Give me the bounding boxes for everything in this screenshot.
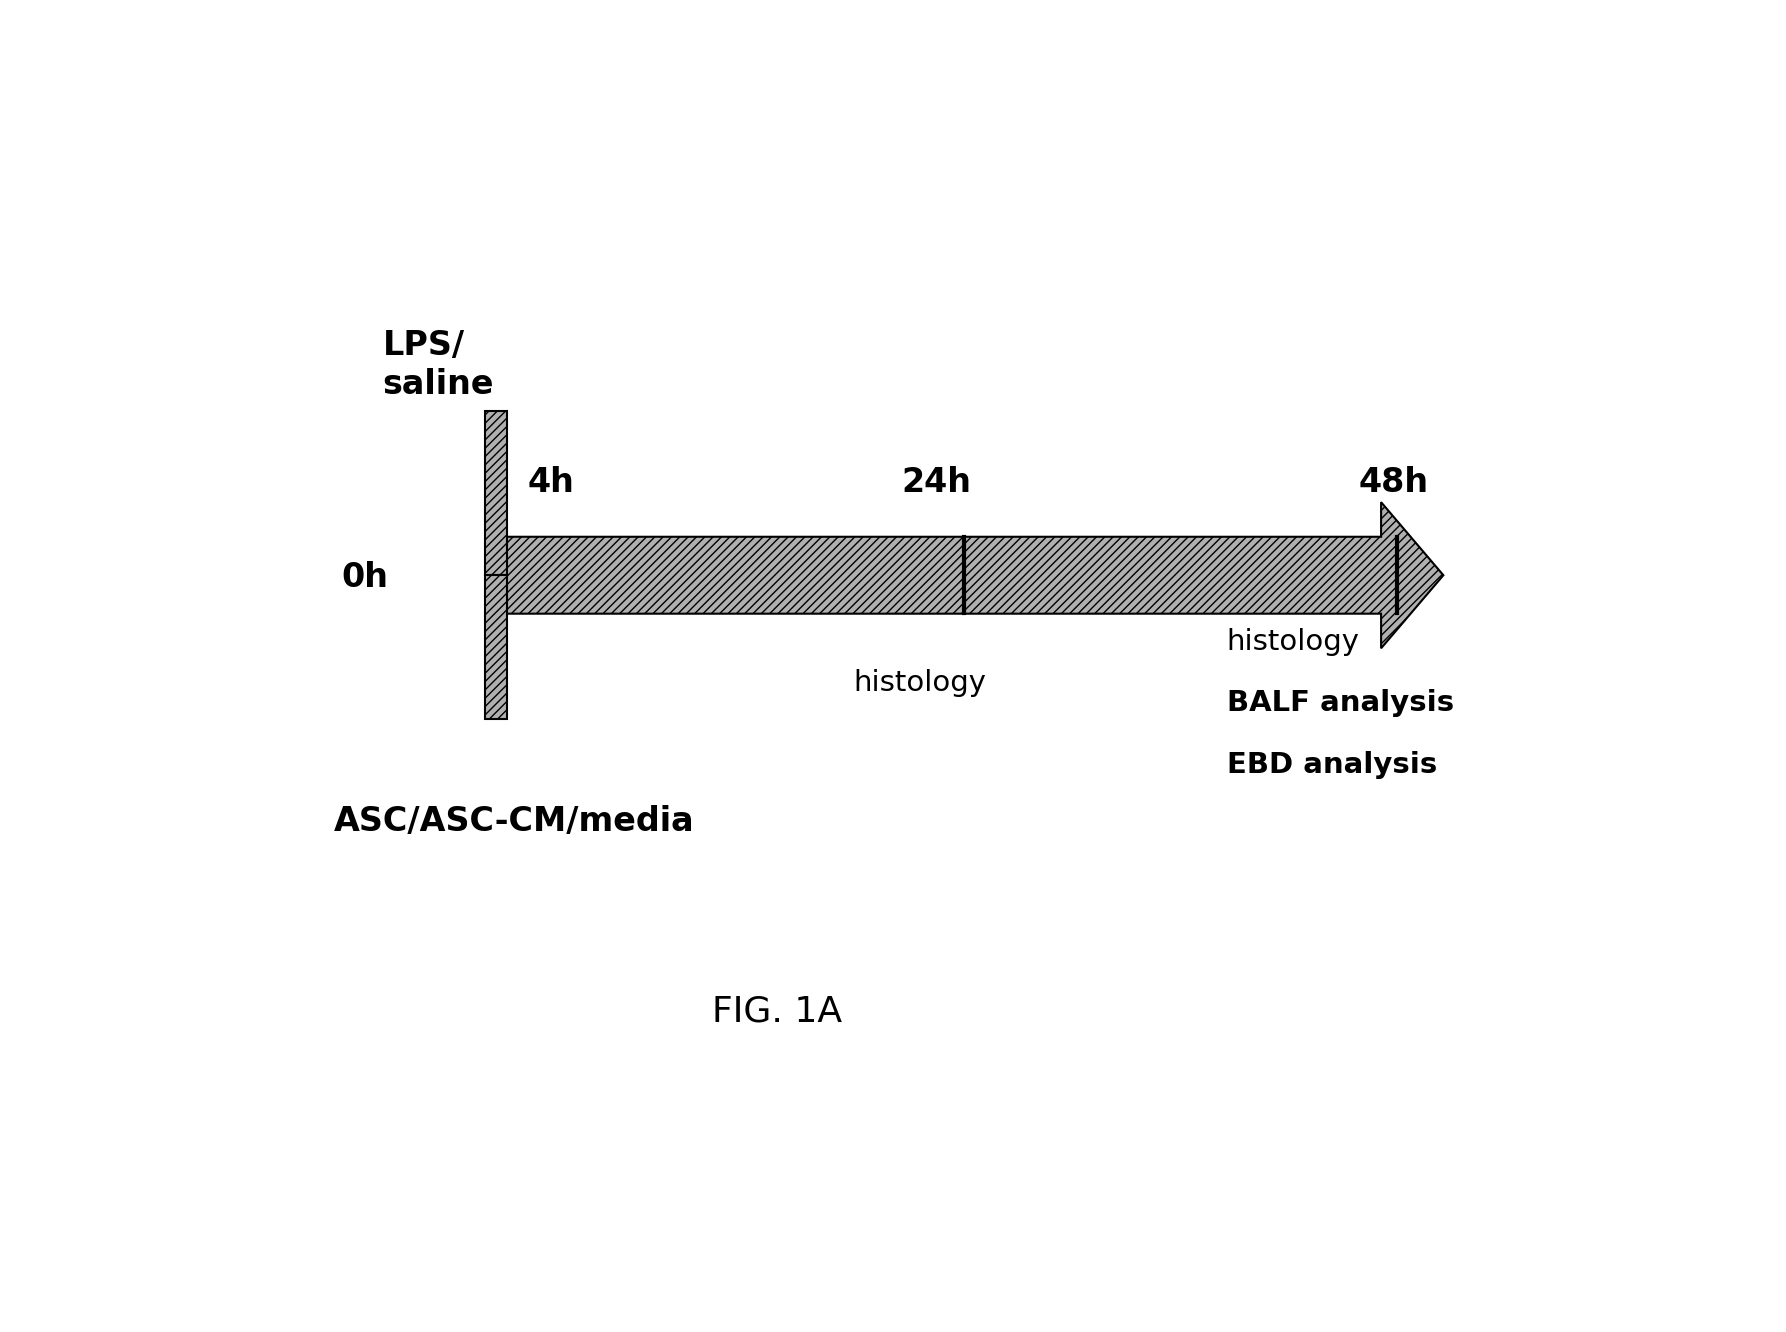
Text: FIG. 1A: FIG. 1A <box>713 994 841 1028</box>
Text: histology: histology <box>1227 627 1359 655</box>
Text: LPS/
saline: LPS/ saline <box>382 329 495 401</box>
Text: 48h: 48h <box>1357 466 1429 500</box>
Text: histology: histology <box>854 669 986 697</box>
FancyArrow shape <box>493 502 1443 649</box>
Bar <box>484 412 507 575</box>
Text: 4h: 4h <box>529 466 575 500</box>
Text: 0h: 0h <box>341 561 388 594</box>
Text: 24h: 24h <box>902 466 972 500</box>
Text: ASC/ASC-CM/media: ASC/ASC-CM/media <box>334 805 695 838</box>
Text: EBD analysis: EBD analysis <box>1227 751 1438 779</box>
Text: BALF analysis: BALF analysis <box>1227 690 1454 718</box>
Bar <box>484 575 507 719</box>
